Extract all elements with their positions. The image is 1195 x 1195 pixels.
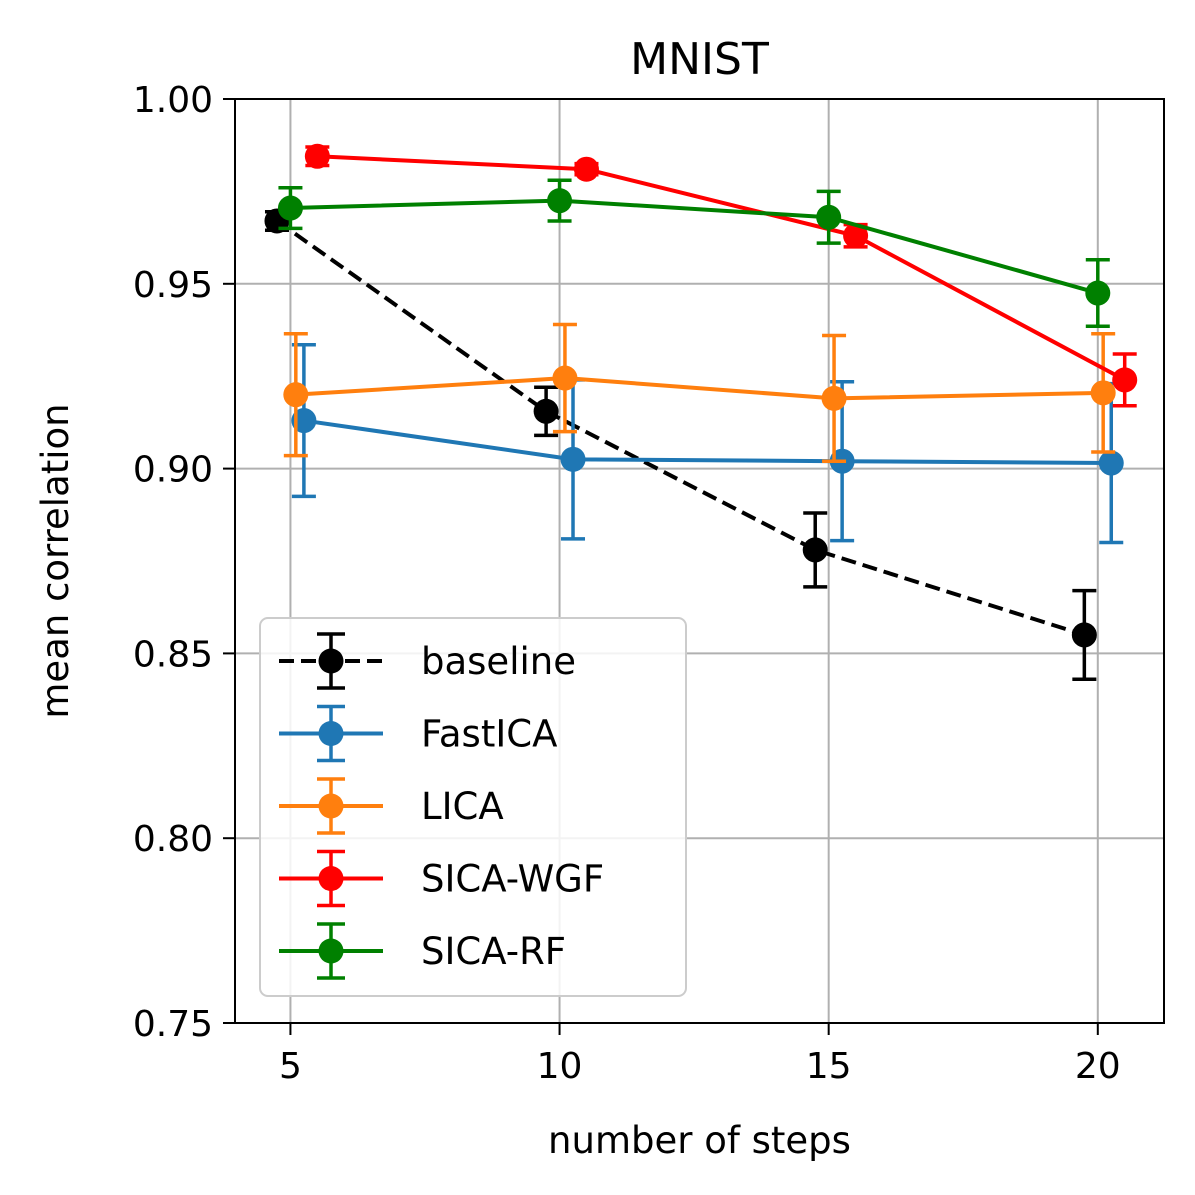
legend-marker <box>318 721 344 746</box>
legend-item-sica-rf: SICA-RF <box>279 922 566 980</box>
x-tick-label: 15 <box>806 1046 852 1087</box>
legend-item-fastica: FastICA <box>279 704 557 763</box>
x-tick-label: 20 <box>1075 1046 1121 1087</box>
y-tick-label: 0.95 <box>133 265 213 306</box>
series-fastica <box>291 343 1124 545</box>
series-baseline <box>264 208 1097 682</box>
data-point <box>1112 367 1138 393</box>
legend-marker <box>318 938 344 964</box>
legend-item-baseline: baseline <box>279 632 576 690</box>
series-line-fastica <box>303 418 1112 466</box>
data-point <box>843 223 869 249</box>
legend-box <box>259 617 687 997</box>
legend-label: baseline <box>421 640 576 683</box>
data-point <box>277 195 303 221</box>
y-tick-label: 0.75 <box>133 1004 213 1045</box>
legend-label: SICA-RF <box>421 930 566 973</box>
data-point <box>560 446 586 472</box>
x-tick-label: 5 <box>279 1046 302 1087</box>
legend-label: SICA-WGF <box>421 858 604 901</box>
legend-item-sica-wgf: SICA-WGF <box>279 849 604 908</box>
series-line-sica-rf <box>290 198 1099 295</box>
data-point <box>1071 622 1097 648</box>
y-tick-label: 0.90 <box>133 450 213 491</box>
x-tick-label: 10 <box>537 1046 583 1087</box>
data-point <box>573 156 599 182</box>
legend-item-lica: LICA <box>279 777 504 835</box>
series-line-baseline <box>275 219 1085 637</box>
data-point <box>816 204 842 230</box>
legend-marker <box>318 866 344 891</box>
legend-marker <box>318 793 344 819</box>
data-point <box>304 143 330 169</box>
data-point <box>283 382 309 408</box>
y-axis-label: mean correlation <box>34 403 77 718</box>
data-point <box>802 537 828 563</box>
y-tick-label: 0.85 <box>133 634 213 675</box>
axis-ticks: 5 10 15 20 0.75 0.80 0.85 0.90 0.95 1.00 <box>133 80 1121 1087</box>
data-point <box>1085 280 1111 306</box>
legend-label: FastICA <box>421 713 557 756</box>
data-point <box>533 398 559 424</box>
y-tick-label: 0.80 <box>133 819 213 860</box>
data-point <box>1090 380 1116 406</box>
series-sica-rf <box>277 178 1111 329</box>
series-line-sica-wgf <box>317 154 1126 382</box>
data-point <box>552 365 578 391</box>
series-line-lica <box>295 376 1104 401</box>
series-sica-wgf <box>304 143 1138 408</box>
chart-title: MNIST <box>630 34 769 85</box>
legend: baseline FastICA LICA SICA-WGF SICA-RF <box>259 617 687 997</box>
plot-series <box>264 143 1138 682</box>
data-point <box>291 408 317 434</box>
legend-marker <box>318 648 344 674</box>
x-axis-label: number of steps <box>548 1119 851 1162</box>
y-tick-label: 1.00 <box>133 80 213 121</box>
data-point <box>547 188 573 214</box>
data-point <box>1098 450 1124 476</box>
plot-frame <box>234 98 1165 1024</box>
data-point <box>821 385 847 411</box>
legend-label: LICA <box>421 785 504 828</box>
series-lica <box>283 322 1116 463</box>
